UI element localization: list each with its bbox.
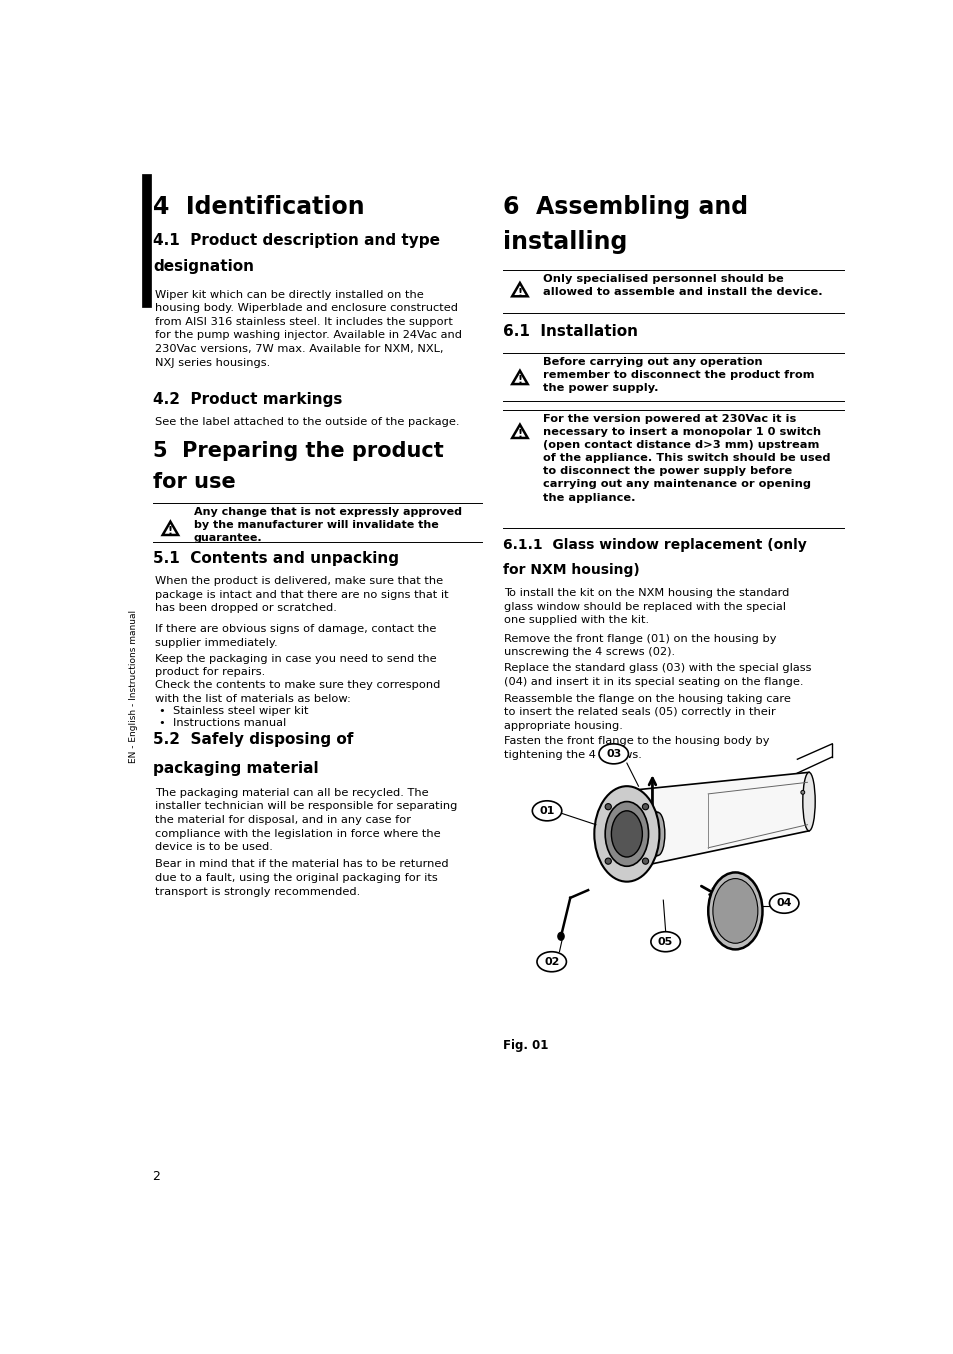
Text: 4.1  Product description and type: 4.1 Product description and type <box>153 233 440 248</box>
Ellipse shape <box>604 802 648 867</box>
Text: installing: installing <box>502 230 626 255</box>
Text: •  Instructions manual: • Instructions manual <box>158 719 286 728</box>
Text: 6.1  Installation: 6.1 Installation <box>502 324 638 340</box>
Ellipse shape <box>594 787 659 881</box>
Ellipse shape <box>611 811 641 857</box>
Text: 05: 05 <box>658 937 673 946</box>
Text: Any change that is not expressly approved
by the manufacturer will invalidate th: Any change that is not expressly approve… <box>193 506 461 543</box>
Ellipse shape <box>769 894 798 913</box>
Text: EN - English - Instructions manual: EN - English - Instructions manual <box>130 609 138 762</box>
Text: !: ! <box>168 527 172 536</box>
Ellipse shape <box>641 858 648 864</box>
Ellipse shape <box>650 932 679 952</box>
Polygon shape <box>611 772 808 872</box>
Ellipse shape <box>604 858 611 864</box>
Text: When the product is delivered, make sure that the
package is intact and that the: When the product is delivered, make sure… <box>154 575 448 613</box>
Ellipse shape <box>800 791 804 795</box>
Ellipse shape <box>707 872 761 949</box>
Text: See the label attached to the outside of the package.: See the label attached to the outside of… <box>154 417 459 427</box>
Text: 4  Identification: 4 Identification <box>153 195 365 219</box>
Text: for use: for use <box>153 473 235 492</box>
Text: Bear in mind that if the material has to be returned
due to a fault, using the o: Bear in mind that if the material has to… <box>154 860 448 896</box>
Text: Remove the front flange (01) on the housing by
unscrewing the 4 screws (02).: Remove the front flange (01) on the hous… <box>504 634 776 657</box>
Text: Wiper kit which can be directly installed on the
housing body. Wiperblade and en: Wiper kit which can be directly installe… <box>154 290 461 367</box>
Ellipse shape <box>712 879 757 944</box>
Ellipse shape <box>537 952 566 972</box>
Text: Fig. 01: Fig. 01 <box>502 1039 548 1052</box>
Ellipse shape <box>598 743 628 764</box>
Ellipse shape <box>558 933 563 940</box>
Text: 5.1  Contents and unpacking: 5.1 Contents and unpacking <box>153 551 399 566</box>
Text: designation: designation <box>153 259 254 274</box>
Text: Reassemble the flange on the housing taking care
to insert the related seals (05: Reassemble the flange on the housing tak… <box>504 693 790 731</box>
Text: Only specialised personnel should be
allowed to assemble and install the device.: Only specialised personnel should be all… <box>542 274 821 297</box>
Text: Before carrying out any operation
remember to disconnect the product from
the po: Before carrying out any operation rememb… <box>542 356 814 393</box>
Text: To install the kit on the NXM housing the standard
glass window should be replac: To install the kit on the NXM housing th… <box>504 588 789 626</box>
Text: !: ! <box>517 429 522 439</box>
Text: 02: 02 <box>543 957 558 967</box>
Text: For the version powered at 230Vac it is
necessary to insert a monopolar 1 0 swit: For the version powered at 230Vac it is … <box>542 414 830 502</box>
Text: 01: 01 <box>538 806 554 816</box>
Ellipse shape <box>802 772 815 831</box>
Text: 2: 2 <box>152 1170 159 1183</box>
Ellipse shape <box>604 804 611 810</box>
Text: 03: 03 <box>605 749 620 758</box>
Text: Replace the standard glass (03) with the special glass
(04) and insert it in its: Replace the standard glass (03) with the… <box>504 663 811 686</box>
Ellipse shape <box>641 804 648 810</box>
Text: 5.2  Safely disposing of: 5.2 Safely disposing of <box>153 733 354 747</box>
Text: !: ! <box>517 375 522 386</box>
Text: 4.2  Product markings: 4.2 Product markings <box>153 391 342 408</box>
Text: The packaging material can all be recycled. The
installer technician will be res: The packaging material can all be recycl… <box>154 788 456 852</box>
Text: If there are obvious signs of damage, contact the
supplier immediately.: If there are obvious signs of damage, co… <box>154 624 436 649</box>
Text: 04: 04 <box>776 898 791 909</box>
Text: •  Stainless steel wiper kit: • Stainless steel wiper kit <box>158 705 308 716</box>
Text: Fasten the front flange to the housing body by
tightening the 4 screws.: Fasten the front flange to the housing b… <box>504 737 769 760</box>
Ellipse shape <box>650 812 664 856</box>
Text: 6.1.1  Glass window replacement (only: 6.1.1 Glass window replacement (only <box>502 539 806 552</box>
Text: Check the contents to make sure they correspond
with the list of materials as be: Check the contents to make sure they cor… <box>154 680 440 704</box>
Text: for NXM housing): for NXM housing) <box>502 563 639 577</box>
Text: Keep the packaging in case you need to send the
product for repairs.: Keep the packaging in case you need to s… <box>154 654 436 677</box>
Text: !: ! <box>517 287 522 298</box>
Ellipse shape <box>532 800 561 821</box>
Text: packaging material: packaging material <box>153 761 318 776</box>
Text: 6  Assembling and: 6 Assembling and <box>502 195 747 219</box>
Text: 5  Preparing the product: 5 Preparing the product <box>153 441 444 462</box>
